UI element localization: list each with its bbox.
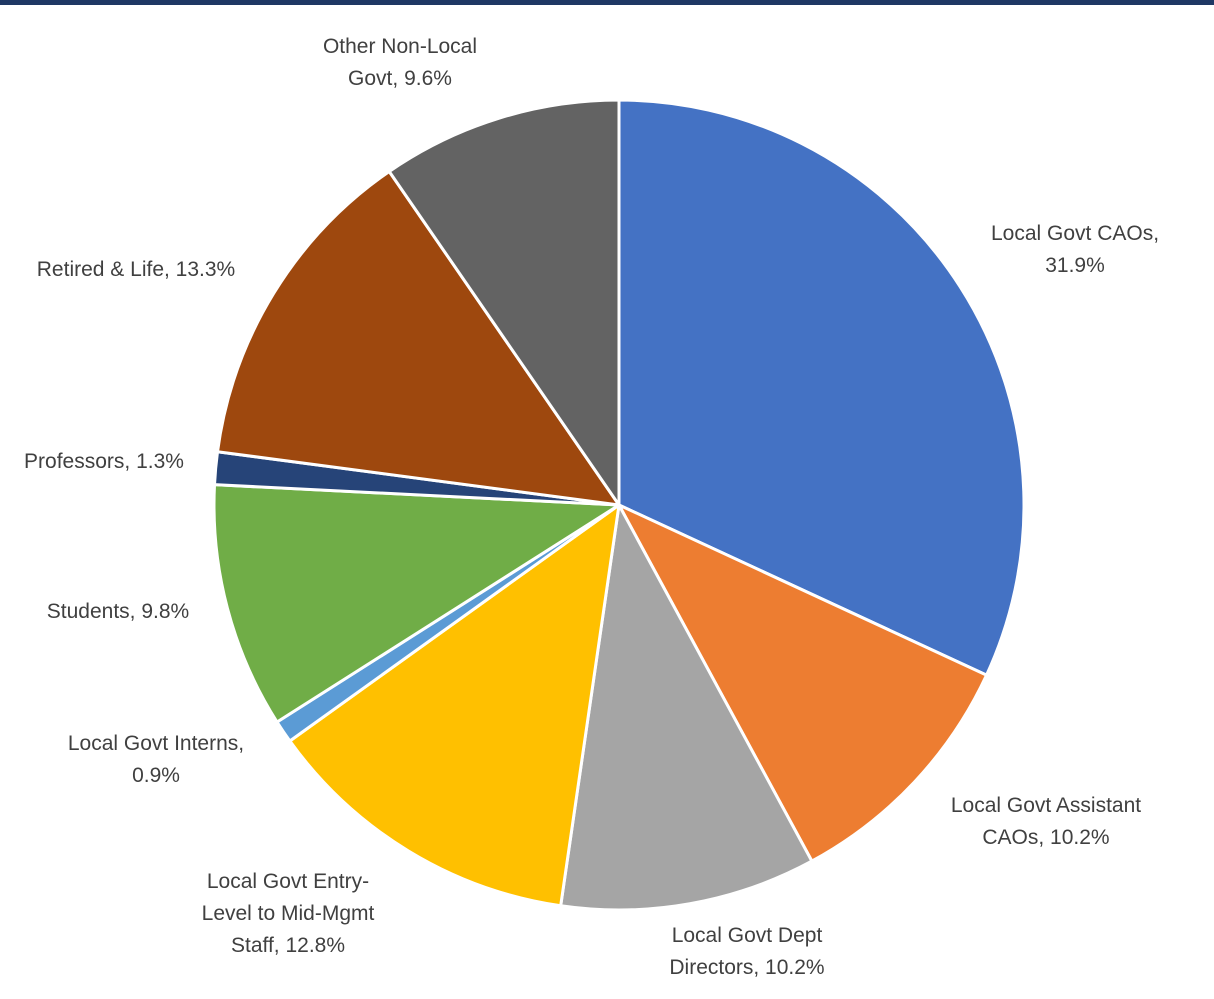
data-label-other-non-local-govt: Other Non-Local Govt, 9.6% — [323, 35, 477, 90]
data-label-local-govt-caos: Local Govt CAOs, 31.9% — [991, 222, 1159, 277]
pie-slice-other-non-local-govt — [387, 98, 621, 507]
pie-slice-local-govt-caos — [617, 98, 1026, 677]
pie-slice-local-govt-entry-level-to-mid-mgmt-staff — [288, 503, 621, 908]
data-label-line: CAOs, 10.2% — [982, 826, 1109, 849]
data-label-line: Govt, 9.6% — [348, 67, 452, 90]
data-label-line: 0.9% — [132, 764, 180, 787]
pie-slice-retired-life — [216, 169, 621, 507]
data-label-retired-life: Retired & Life, 13.3% — [37, 258, 235, 281]
data-label-line: Local Govt CAOs, — [991, 222, 1159, 245]
data-label-line: Retired & Life, 13.3% — [37, 258, 235, 281]
data-label-students: Students, 9.8% — [47, 600, 189, 623]
data-label-line: 31.9% — [1045, 254, 1105, 277]
data-label-line: Local Govt Dept — [672, 924, 823, 947]
pie-slice-local-govt-assistant-caos — [617, 503, 989, 863]
data-label-local-govt-entry-level-to-mid-mgmt-staff: Local Govt Entry- Level to Mid-Mgmt Staff,… — [202, 870, 375, 957]
pie-slice-local-govt-dept-directors — [559, 503, 814, 912]
data-label-line: Level to Mid-Mgmt — [202, 902, 375, 925]
data-label-line: Local Govt Interns, — [68, 732, 244, 755]
data-label-line: Local Govt Assistant — [951, 794, 1141, 817]
pie-data-labels: Local Govt CAOs, 31.9% Local Govt Assistan… — [24, 35, 1159, 979]
pie-slices — [212, 98, 1026, 912]
data-label-line: Local Govt Entry- — [207, 870, 369, 893]
data-label-line: Directors, 10.2% — [669, 956, 824, 979]
data-label-local-govt-dept-directors: Local Govt Dept Directors, 10.2% — [669, 924, 824, 979]
data-label-line: Staff, 12.8% — [231, 934, 345, 957]
data-label-local-govt-assistant-caos: Local Govt Assistant CAOs, 10.2% — [951, 794, 1141, 849]
data-label-line: Other Non-Local — [323, 35, 477, 58]
data-label-line: Students, 9.8% — [47, 600, 189, 623]
data-label-professors: Professors, 1.3% — [24, 450, 184, 473]
data-label-line: Professors, 1.3% — [24, 450, 184, 473]
pie-slice-students — [212, 483, 621, 724]
top-border-rule — [0, 0, 1214, 5]
data-label-local-govt-interns: Local Govt Interns, 0.9% — [68, 732, 244, 787]
